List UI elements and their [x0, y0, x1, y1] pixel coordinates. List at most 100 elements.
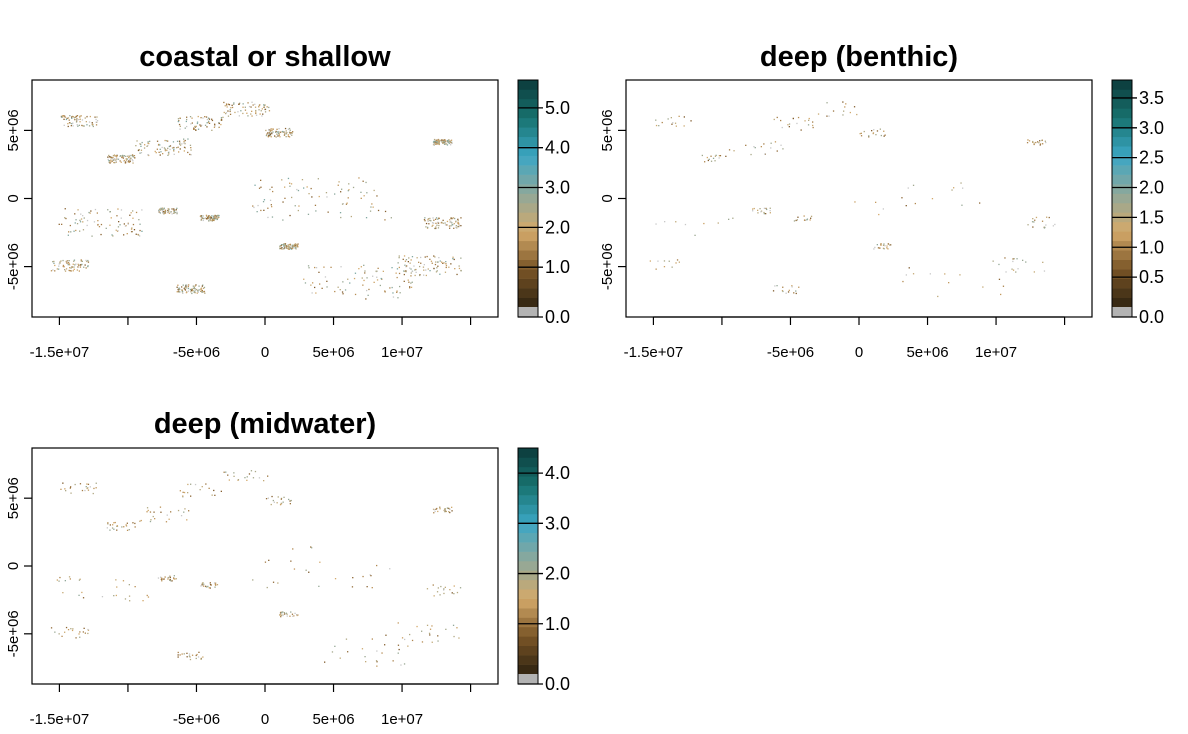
map-cell — [886, 247, 888, 249]
map-cell — [211, 129, 213, 131]
map-cell — [710, 155, 712, 157]
map-cell — [212, 217, 214, 220]
map-cell — [409, 633, 411, 636]
map-cell — [95, 124, 98, 126]
map-cell — [440, 140, 442, 142]
map-cell — [874, 246, 876, 249]
map-cell — [282, 130, 284, 133]
map-cell — [83, 266, 85, 268]
map-cell — [213, 217, 215, 219]
map-cell — [217, 214, 219, 217]
map-cell — [432, 141, 435, 143]
map-cell — [276, 128, 278, 130]
panel-title: deep (benthic) — [760, 41, 958, 73]
map-cell — [139, 223, 141, 225]
map-cell — [663, 260, 666, 262]
map-cell — [246, 112, 248, 114]
map-cell — [853, 106, 856, 108]
map-cell — [78, 264, 80, 266]
map-cell — [358, 177, 360, 179]
map-cell — [67, 125, 69, 128]
map-cell — [176, 140, 179, 142]
map-cell — [410, 286, 413, 288]
map-cell — [271, 216, 274, 218]
colorbar-segment — [518, 80, 538, 90]
map-cell — [86, 260, 88, 263]
map-cell — [849, 111, 851, 114]
map-cell — [176, 286, 178, 288]
map-cell — [162, 578, 164, 580]
map-cell — [453, 258, 455, 261]
map-cell — [147, 141, 149, 143]
colorbar-segment — [518, 136, 538, 147]
map-cell — [371, 638, 373, 640]
map-cell — [62, 592, 64, 594]
map-cell — [271, 495, 273, 498]
map-cell — [435, 271, 438, 273]
map-cell — [163, 578, 165, 580]
map-cell — [360, 197, 362, 199]
map-cell — [877, 247, 880, 249]
map-cell — [94, 116, 96, 118]
map-cell — [127, 223, 129, 225]
map-cell — [288, 131, 291, 133]
map-cell — [311, 547, 313, 549]
map-cell — [207, 217, 210, 219]
map-cell — [135, 233, 137, 235]
map-cell — [443, 139, 445, 141]
map-cell — [704, 161, 706, 163]
map-cell — [415, 271, 417, 273]
colorbar-tick-label: 3.0 — [545, 178, 570, 198]
map-cell — [286, 613, 288, 615]
map-cell — [279, 504, 282, 506]
colorbar-segment — [518, 626, 538, 637]
map-cell — [165, 521, 168, 523]
map-cell — [94, 208, 97, 211]
map-cell — [62, 116, 64, 118]
map-cell — [80, 260, 82, 262]
map-cell — [671, 266, 673, 268]
map-cell — [116, 230, 119, 232]
map-cell — [133, 155, 136, 157]
map-cell — [163, 147, 166, 149]
map-cell — [283, 131, 286, 133]
map-cell — [200, 215, 202, 217]
map-cell — [456, 627, 458, 629]
map-cell — [405, 271, 407, 273]
map-cell — [132, 210, 134, 212]
map-cell — [68, 119, 70, 121]
map-cell — [780, 119, 782, 122]
map-cell — [1044, 226, 1046, 229]
map-cell — [206, 126, 208, 128]
map-cell — [179, 144, 182, 146]
map-cell — [453, 223, 455, 225]
map-cell — [112, 159, 115, 161]
map-cell — [293, 245, 295, 248]
map-cell — [308, 571, 310, 573]
map-cell — [425, 269, 427, 271]
map-cell — [80, 115, 82, 117]
map-cell — [70, 628, 72, 630]
map-cell — [1028, 140, 1031, 142]
map-cell — [437, 140, 439, 142]
map-cell — [277, 582, 279, 584]
map-cell — [437, 265, 439, 267]
map-cell — [289, 132, 291, 134]
map-cell — [200, 288, 202, 290]
map-cell — [193, 127, 195, 129]
map-cell — [207, 121, 209, 124]
map-cell — [436, 141, 438, 143]
map-cell — [244, 477, 246, 479]
map-cell — [719, 155, 722, 157]
x-tick-label: 5e+06 — [312, 711, 354, 728]
map-cell — [132, 160, 134, 162]
map-cell — [431, 625, 433, 627]
map-cell — [293, 568, 296, 570]
map-cell — [277, 132, 280, 135]
map-cell — [842, 114, 844, 116]
map-cell — [402, 258, 404, 260]
map-cell — [376, 661, 378, 663]
map-cell — [87, 265, 89, 267]
map-cell — [113, 528, 115, 530]
map-cell — [189, 116, 192, 118]
